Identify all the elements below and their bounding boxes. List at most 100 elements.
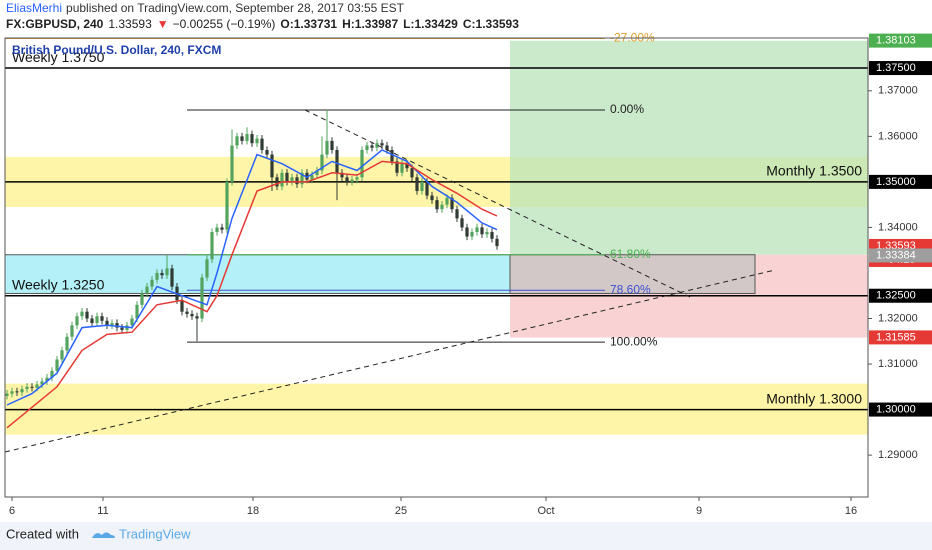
candle-body [255, 138, 259, 144]
candle-body [470, 231, 474, 237]
candle-body [145, 286, 149, 294]
candle-body [135, 304, 139, 319]
candle-body [85, 311, 89, 319]
candle-body [185, 311, 189, 314]
x-tick-label: 9 [696, 505, 702, 517]
moving-average [6, 160, 498, 429]
legend: British Pound/U.S. Dollar, 240, FXCM [12, 43, 221, 57]
low: L:1.33429 [403, 17, 458, 31]
price-label-bg [869, 33, 932, 48]
moving-average [6, 149, 498, 406]
candle-body [335, 150, 339, 173]
candle-body [140, 293, 144, 305]
candle-body [310, 175, 314, 180]
candle-body [10, 391, 14, 394]
open: O:1.33731 [280, 17, 337, 31]
candle-body [90, 318, 94, 324]
symbol-line: FX:GBPUSD, 240 1.33593 ▼ −0.00255 (−0.19%) O… [6, 17, 519, 31]
price-label-bg [869, 402, 932, 417]
candle-body [410, 168, 414, 178]
author[interactable]: EliasMerhi [6, 1, 62, 15]
candle-body [195, 316, 199, 319]
candle-body [220, 227, 224, 230]
zone [509, 254, 756, 294]
fib-label: 61.80% [610, 247, 651, 261]
candle-body [100, 316, 104, 321]
candle-body [105, 320, 109, 326]
candle-body [455, 209, 459, 219]
high: H:1.33987 [342, 17, 398, 31]
price-label: 1.35000 [876, 176, 916, 188]
candle-body [405, 163, 409, 169]
candle-body [415, 177, 419, 191]
candle-body [250, 134, 254, 144]
candle-body [45, 377, 49, 382]
candle-body [165, 268, 169, 276]
trend-line [4, 269, 776, 453]
candle-body [215, 227, 219, 232]
price-label: 1.30000 [876, 403, 916, 415]
candle-body [55, 359, 59, 371]
level-label: Weekly 1.3750 [12, 49, 105, 65]
candle-body [295, 177, 299, 185]
candle-body [380, 143, 384, 146]
footer-created: Created with [6, 526, 79, 541]
x-tick-label: 16 [845, 505, 857, 517]
candle-body [65, 336, 69, 351]
candle-body [495, 238, 499, 247]
candle-body [70, 325, 74, 337]
fib-label: 78.60% [610, 282, 651, 296]
candle-body [365, 145, 369, 151]
y-tick-label: 1.31000 [878, 358, 918, 370]
candle-body [460, 218, 464, 228]
candle-body [490, 231, 494, 239]
y-tick-label: 1.37000 [878, 85, 918, 97]
x-tick-label: 18 [247, 505, 259, 517]
candle-body [465, 227, 469, 237]
candle-body [360, 150, 364, 178]
candle-body [180, 300, 184, 312]
y-tick-label: 1.29000 [878, 449, 918, 461]
candle-body [445, 197, 449, 205]
x-tick-label: Oct [537, 505, 554, 517]
fib-label: 0.00% [610, 102, 644, 116]
change: −0.00255 (−0.19%) [173, 17, 276, 31]
candle-body [190, 313, 194, 317]
candle-body [340, 172, 344, 178]
candle-body [390, 150, 394, 162]
candle-body [35, 384, 39, 388]
candle-body [235, 136, 239, 146]
candle-body [285, 172, 289, 182]
candle-body [75, 316, 79, 326]
candle-body [230, 145, 234, 182]
candle-body [60, 350, 64, 360]
x-tick-label: 11 [97, 505, 108, 517]
y-tick-label: 1.32000 [878, 312, 918, 324]
candle-body [320, 154, 324, 171]
candle-body [280, 172, 284, 187]
symbol: FX:GBPUSD, 240 [6, 17, 104, 31]
candle-body [430, 195, 434, 201]
header-line: EliasMerhi published on TradingView.com, … [6, 1, 405, 15]
candle-body [275, 177, 279, 187]
footer-brand[interactable]: TradingView [119, 526, 191, 541]
candle-body [480, 227, 484, 235]
price-label: 1.37500 [876, 62, 916, 74]
candle-body [205, 259, 209, 278]
fib-label: 100.00% [610, 334, 658, 348]
close: C:1.33593 [463, 17, 519, 31]
candle-body [200, 277, 204, 319]
price-label-bg [869, 174, 932, 189]
candle-body [80, 311, 84, 317]
price-label-bg [869, 248, 932, 263]
candle-body [260, 138, 264, 151]
candle-body [330, 140, 334, 151]
last: 1.33593 [108, 17, 152, 31]
level-label: Monthly 1.3000 [766, 390, 862, 406]
candle-body [485, 231, 489, 235]
candle-body [130, 318, 134, 326]
candle-body [50, 370, 54, 378]
candle-body [170, 268, 174, 287]
candle-body [400, 163, 404, 173]
